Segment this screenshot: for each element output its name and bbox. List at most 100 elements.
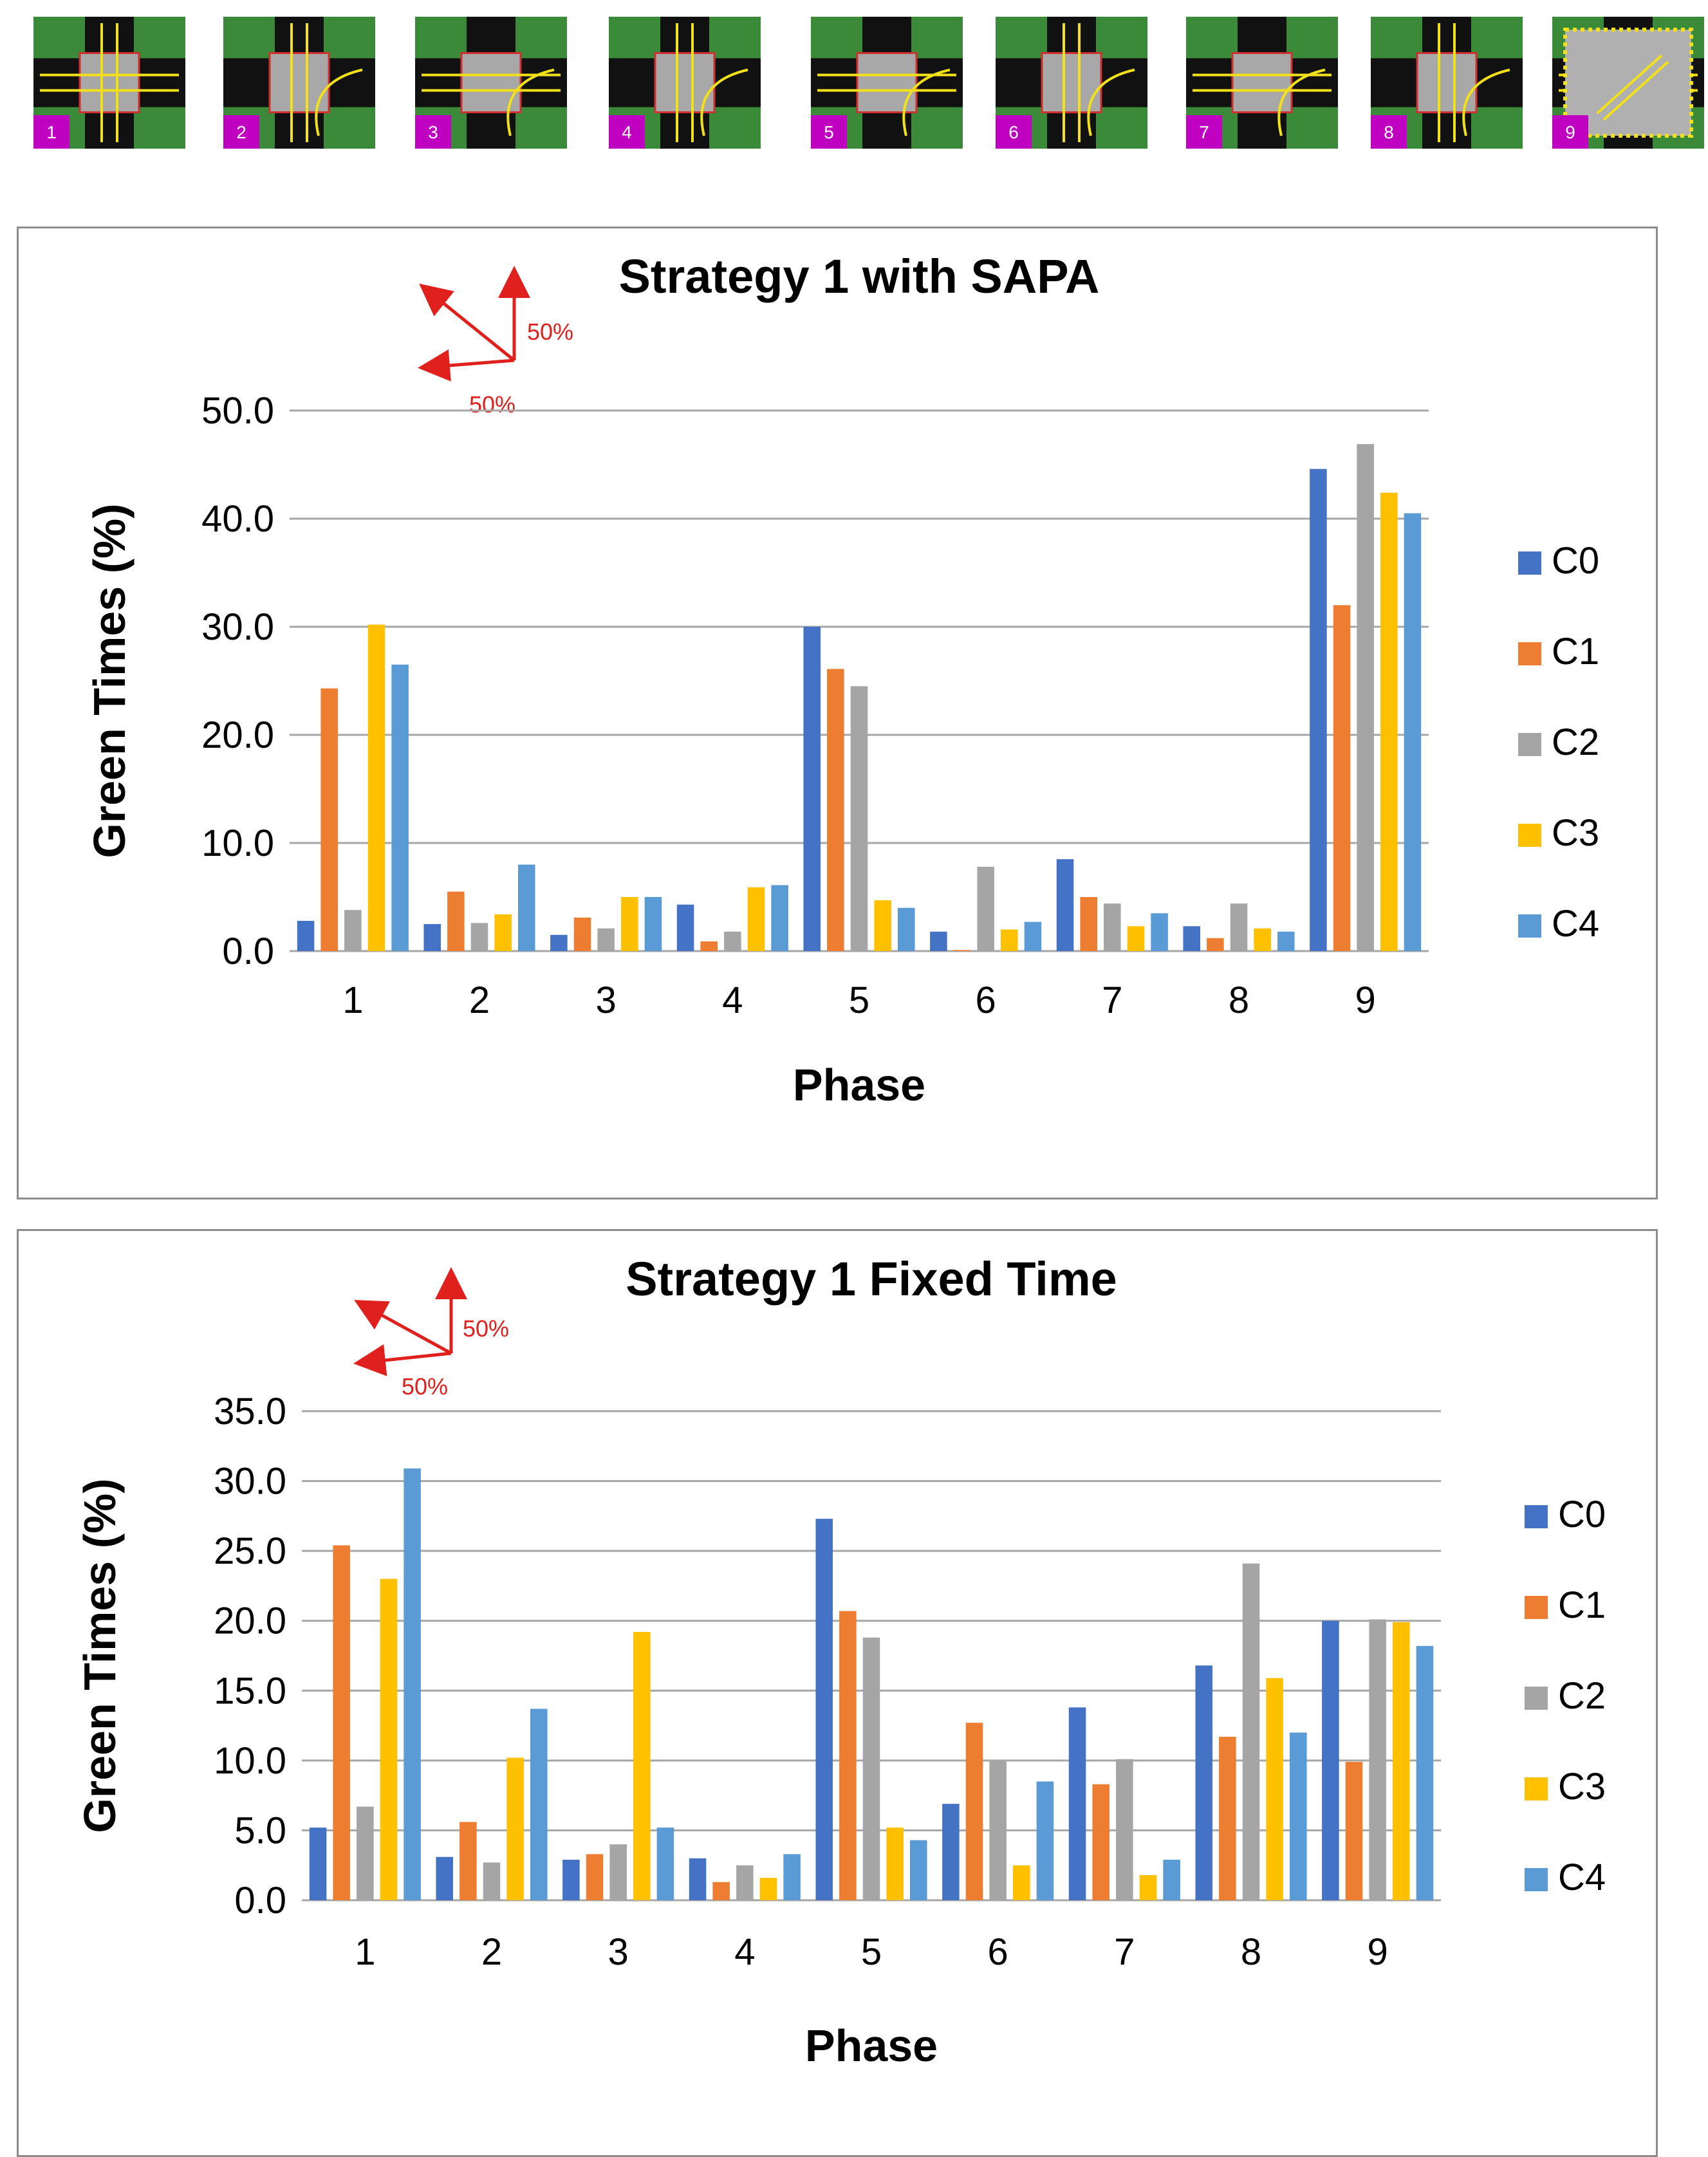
y-axis-label: Green Times (%): [84, 503, 135, 858]
phase-number: 5: [824, 122, 834, 142]
arrow-turn: [902, 68, 951, 136]
phase-diagram-3: 3: [415, 17, 567, 149]
bar-c1-phase-3: [573, 917, 591, 951]
phase-number-badge: [1186, 115, 1222, 149]
bar-c1-phase-2: [459, 1822, 477, 1900]
bar-c2-phase-3: [609, 1844, 627, 1900]
x-tick-label: 3: [596, 979, 617, 1021]
y-tick-label: 20.0: [201, 714, 274, 756]
bar-c1-phase-5: [827, 669, 844, 951]
bar-c3-phase-2: [506, 1757, 524, 1900]
bar-c1-phase-4: [712, 1882, 730, 1900]
bar-c4-phase-4: [783, 1854, 801, 1900]
bar-c4-phase-3: [644, 897, 662, 951]
phase-number-badge: [996, 115, 1032, 149]
bar-c1-phase-9: [1333, 605, 1351, 951]
phase-number-badge: [33, 115, 70, 149]
intersection-box: [79, 52, 140, 113]
arrow-pedestrian-diagonal: [1602, 60, 1669, 121]
intersection-box: [1041, 52, 1102, 113]
bar-c2-phase-4: [736, 1865, 754, 1900]
bar-c2-phase-1: [357, 1806, 374, 1900]
bar-group-phase-2: [423, 864, 535, 951]
bar-c4-phase-8: [1277, 931, 1295, 951]
bar-c2-phase-7: [1116, 1759, 1133, 1900]
bar-c0-phase-3: [550, 934, 568, 951]
bar-c4-phase-4: [771, 885, 788, 951]
legend-swatch-c1: [1525, 1596, 1548, 1619]
y-tick-label: 30.0: [214, 1461, 286, 1503]
bar-group-phase-7: [1056, 859, 1168, 951]
legend: C0 C1 C2 C3 C4: [1518, 540, 1599, 945]
legend-label-c1: C1: [1552, 631, 1599, 672]
chart-panel-sapa: Strategy 1 with SAPA 50% 50% 0.0 10.0 20.0 30.…: [17, 227, 1658, 1199]
annotation-label-diagonal: 50%: [463, 1315, 509, 1342]
bar-c0-phase-9: [1310, 468, 1327, 951]
arrow-left-icon: [353, 1344, 452, 1376]
bar-group-phase-6: [942, 1723, 1054, 1900]
phase-number: 8: [1384, 122, 1394, 142]
y-tick-label: 20.0: [214, 1600, 286, 1642]
y-tick-label: 5.0: [234, 1810, 286, 1851]
bar-c1-phase-6: [965, 1723, 983, 1900]
bar-c4-phase-6: [1024, 921, 1042, 951]
bar-c2-phase-5: [862, 1637, 880, 1900]
phase-diagram-1: 1: [33, 17, 185, 149]
legend-swatch-c0: [1518, 551, 1541, 575]
x-tick-label: 4: [734, 1931, 755, 1973]
arrow-diagonal-icon: [354, 1300, 452, 1355]
bar-group-phase-8: [1183, 903, 1295, 951]
arrow-turn: [315, 68, 363, 136]
x-tick-label: 1: [342, 979, 363, 1021]
bar-c0-phase-4: [676, 904, 694, 951]
chart-title: Strategy 1 Fixed Time: [626, 1252, 1117, 1306]
bar-c4-phase-3: [656, 1828, 674, 1900]
bar-c0-phase-2: [423, 924, 441, 951]
bar-c2-phase-8: [1242, 1563, 1260, 1900]
bar-c2-phase-6: [989, 1760, 1007, 1900]
intersection-box: [1231, 52, 1293, 113]
phase-number-badge: [811, 115, 847, 149]
bar-c0-phase-8: [1195, 1665, 1212, 1900]
bar-group-phase-7: [1068, 1707, 1180, 1900]
x-axis-label: Phase: [793, 1060, 925, 1110]
bar-c3-phase-5: [886, 1828, 904, 1900]
bar-c3-phase-2: [494, 914, 512, 951]
bar-c1-phase-1: [333, 1545, 350, 1900]
bar-c2-phase-5: [850, 686, 868, 951]
bar-group-phase-4: [689, 1854, 801, 1900]
bar-c3-phase-4: [747, 887, 765, 951]
bar-c3-phase-8: [1266, 1678, 1283, 1900]
bar-group-phase-3: [550, 897, 662, 951]
bar-c0-phase-9: [1322, 1620, 1339, 1900]
bar-c4-phase-7: [1151, 913, 1168, 951]
y-tick-label: 40.0: [201, 498, 274, 540]
bar-c1-phase-8: [1207, 938, 1224, 951]
intersection-box: [460, 52, 522, 113]
y-axis-label: Green Times (%): [75, 1478, 125, 1833]
phase-diagram-7: 7: [1186, 17, 1338, 149]
chart-fixed-time: Strategy 1 Fixed Time 50% 50% 0.0 5.0 10.0 15.…: [75, 1252, 1606, 2071]
arrow-left-icon: [418, 349, 515, 382]
legend: C0 C1 C2 C3 C4: [1525, 1494, 1606, 1898]
annotation-label-horizontal: 50%: [402, 1373, 448, 1400]
phase-number-badge: [415, 115, 451, 149]
bar-c1-phase-3: [586, 1854, 604, 1900]
bar-c2-phase-8: [1230, 903, 1248, 951]
bar-c4-phase-9: [1416, 1645, 1434, 1900]
demand-split-annotation: 50% 50%: [353, 1267, 509, 1400]
bar-c3-phase-9: [1380, 492, 1398, 951]
x-tick-label: 2: [481, 1931, 502, 1973]
legend-label-c4: C4: [1552, 903, 1599, 945]
bar-c2-phase-1: [344, 910, 362, 951]
bar-c0-phase-5: [803, 627, 821, 951]
bar-c1-phase-5: [839, 1611, 857, 1900]
legend-swatch-c1: [1518, 642, 1541, 665]
phase-diagram-9: 9: [1552, 17, 1704, 149]
bar-c0-phase-5: [815, 1519, 833, 1900]
arrow-turn: [1277, 68, 1326, 136]
intersection-box: [268, 52, 330, 113]
y-tick-label: 15.0: [214, 1670, 286, 1712]
bar-c2-phase-2: [483, 1862, 501, 1900]
x-tick-label: 6: [976, 979, 996, 1021]
